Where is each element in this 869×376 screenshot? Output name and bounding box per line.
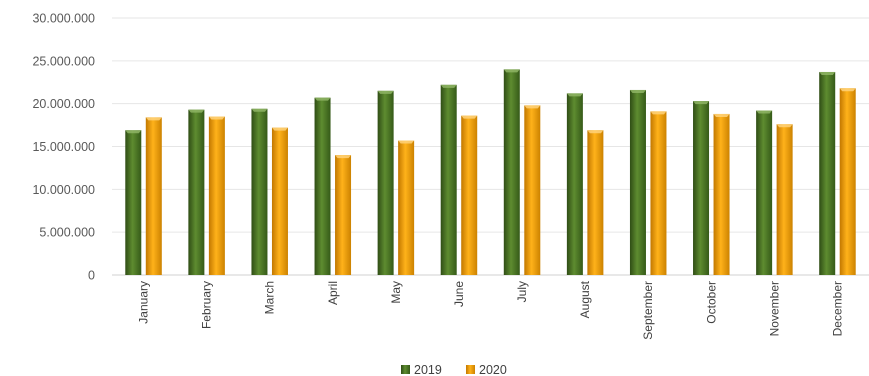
gridlines bbox=[112, 17, 869, 276]
bar-2020-november bbox=[776, 124, 793, 275]
x-category-label: April bbox=[326, 281, 340, 305]
bars bbox=[125, 69, 856, 276]
bar-2019-february bbox=[188, 109, 205, 275]
y-tick-label: 0 bbox=[88, 269, 95, 283]
bar-2020-september bbox=[650, 111, 667, 275]
x-category-label: January bbox=[137, 281, 151, 324]
y-tick-label: 20.000.000 bbox=[32, 97, 95, 111]
bar-2020-june bbox=[461, 115, 478, 275]
bar-2019-august bbox=[566, 93, 583, 276]
x-category-label: July bbox=[515, 281, 529, 302]
bar-2020-may bbox=[398, 140, 415, 275]
x-category-label: September bbox=[641, 281, 655, 340]
bar-2019-january bbox=[125, 130, 142, 275]
bar-2019-december bbox=[819, 71, 836, 275]
legend-label: 2019 bbox=[414, 363, 442, 376]
y-axis-tick-labels: 0 5.000.000 10.000.000 15.000.000 20.000.000… bbox=[32, 12, 95, 283]
x-category-label: March bbox=[263, 281, 277, 314]
legend-label: 2020 bbox=[479, 363, 507, 376]
bar-2020-january bbox=[145, 117, 162, 275]
bar-2019-april bbox=[314, 97, 331, 275]
y-tick-label: 30.000.000 bbox=[32, 12, 95, 26]
y-tick-label: 15.000.000 bbox=[32, 140, 95, 154]
y-tick-label: 5.000.000 bbox=[39, 226, 95, 240]
y-tick-label: 10.000.000 bbox=[32, 183, 95, 197]
x-category-label: November bbox=[767, 281, 781, 336]
bar-2020-august bbox=[587, 130, 604, 275]
bar-2019-october bbox=[693, 101, 710, 275]
bar-2020-october bbox=[713, 113, 730, 276]
bar-2019-july bbox=[503, 69, 520, 276]
legend-item-2020: 2020 bbox=[466, 363, 507, 376]
legend-swatch bbox=[401, 365, 410, 374]
x-category-label: October bbox=[704, 281, 718, 324]
legend: 2019 2020 bbox=[401, 363, 507, 376]
legend-swatch bbox=[466, 365, 475, 374]
y-tick-label: 25.000.000 bbox=[32, 54, 95, 68]
bar-2020-july bbox=[524, 105, 541, 275]
x-category-label: December bbox=[830, 281, 844, 336]
x-category-label: June bbox=[452, 281, 466, 307]
bar-2020-february bbox=[208, 116, 225, 276]
x-category-label: August bbox=[578, 280, 592, 318]
bar-2020-december bbox=[839, 88, 856, 275]
bar-2019-may bbox=[377, 90, 394, 275]
x-axis-category-labels: January February March April May June July Augu… bbox=[137, 280, 845, 339]
x-category-label: May bbox=[389, 281, 403, 304]
bar-2019-november bbox=[756, 110, 773, 276]
bar-2019-june bbox=[440, 84, 457, 275]
x-category-label: February bbox=[200, 281, 214, 329]
bar-2019-march bbox=[251, 108, 268, 275]
legend-item-2019: 2019 bbox=[401, 363, 442, 376]
bar-2020-april bbox=[335, 155, 352, 275]
bar-2020-march bbox=[271, 127, 288, 275]
bar-2019-september bbox=[629, 89, 646, 276]
